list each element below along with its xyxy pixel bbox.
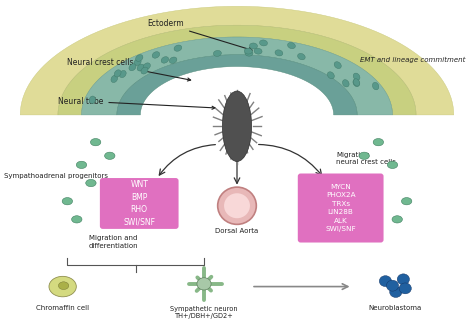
Text: Neural tube: Neural tube [58, 97, 215, 109]
Ellipse shape [373, 139, 383, 146]
Ellipse shape [152, 52, 160, 58]
Ellipse shape [244, 48, 252, 54]
Ellipse shape [213, 50, 221, 57]
Text: Neuroblastoma: Neuroblastoma [368, 305, 421, 311]
Ellipse shape [245, 50, 253, 56]
Ellipse shape [62, 198, 73, 205]
Ellipse shape [387, 161, 398, 169]
Ellipse shape [353, 73, 360, 80]
Ellipse shape [197, 278, 211, 290]
Text: Migrating
neural crest cells: Migrating neural crest cells [336, 151, 396, 164]
Ellipse shape [392, 216, 402, 223]
Ellipse shape [275, 50, 283, 56]
Ellipse shape [58, 282, 69, 289]
Ellipse shape [72, 216, 82, 223]
FancyBboxPatch shape [298, 173, 383, 243]
FancyBboxPatch shape [100, 178, 179, 229]
Ellipse shape [386, 280, 399, 291]
Ellipse shape [129, 64, 136, 71]
Ellipse shape [359, 152, 369, 160]
Ellipse shape [161, 57, 169, 63]
Ellipse shape [137, 64, 144, 71]
Ellipse shape [224, 193, 250, 218]
Ellipse shape [169, 57, 177, 63]
Ellipse shape [342, 80, 349, 87]
Text: WNT
BMP
RHO
SWI/SNF: WNT BMP RHO SWI/SNF [123, 180, 155, 227]
Ellipse shape [134, 59, 141, 66]
Ellipse shape [368, 179, 379, 187]
Ellipse shape [254, 48, 262, 54]
Ellipse shape [141, 67, 148, 74]
Ellipse shape [397, 274, 410, 285]
Ellipse shape [390, 287, 402, 297]
Ellipse shape [49, 276, 76, 297]
Ellipse shape [222, 91, 252, 162]
Polygon shape [58, 25, 416, 115]
Ellipse shape [76, 161, 87, 169]
Polygon shape [20, 6, 454, 115]
Text: EMT and lineage commitment: EMT and lineage commitment [360, 57, 465, 64]
Ellipse shape [105, 152, 115, 160]
Ellipse shape [328, 72, 334, 79]
Ellipse shape [373, 82, 379, 90]
Text: Ectoderm: Ectoderm [147, 19, 252, 51]
Ellipse shape [259, 40, 267, 46]
Ellipse shape [136, 55, 143, 61]
Ellipse shape [91, 139, 101, 146]
Ellipse shape [111, 75, 118, 82]
Ellipse shape [119, 70, 126, 78]
Polygon shape [82, 37, 392, 115]
Ellipse shape [218, 187, 256, 224]
Polygon shape [117, 55, 357, 115]
Text: Dorsal Aorta: Dorsal Aorta [215, 228, 259, 234]
Ellipse shape [89, 96, 95, 104]
Ellipse shape [249, 43, 257, 49]
Ellipse shape [174, 45, 182, 51]
Ellipse shape [114, 70, 121, 77]
Ellipse shape [298, 53, 305, 60]
Ellipse shape [401, 198, 412, 205]
Text: Chromaffin cell: Chromaffin cell [36, 305, 89, 311]
Ellipse shape [353, 79, 360, 86]
Ellipse shape [334, 62, 341, 68]
Text: Neural crest cells: Neural crest cells [67, 58, 191, 81]
Text: MYCN
PHOX2A
TRXs
LIN28B
ALK
SWI/SNF: MYCN PHOX2A TRXs LIN28B ALK SWI/SNF [325, 184, 356, 232]
Ellipse shape [353, 79, 359, 87]
Text: Migration and
differentiation: Migration and differentiation [89, 235, 138, 249]
Ellipse shape [379, 276, 392, 287]
Ellipse shape [143, 63, 150, 70]
Text: Sympathetic neuron
TH+/DBH+/GD2+: Sympathetic neuron TH+/DBH+/GD2+ [170, 306, 238, 319]
Ellipse shape [288, 43, 295, 49]
Text: Sympathoadrenal progenitors: Sympathoadrenal progenitors [4, 173, 108, 179]
Ellipse shape [399, 283, 411, 294]
Ellipse shape [86, 179, 96, 187]
